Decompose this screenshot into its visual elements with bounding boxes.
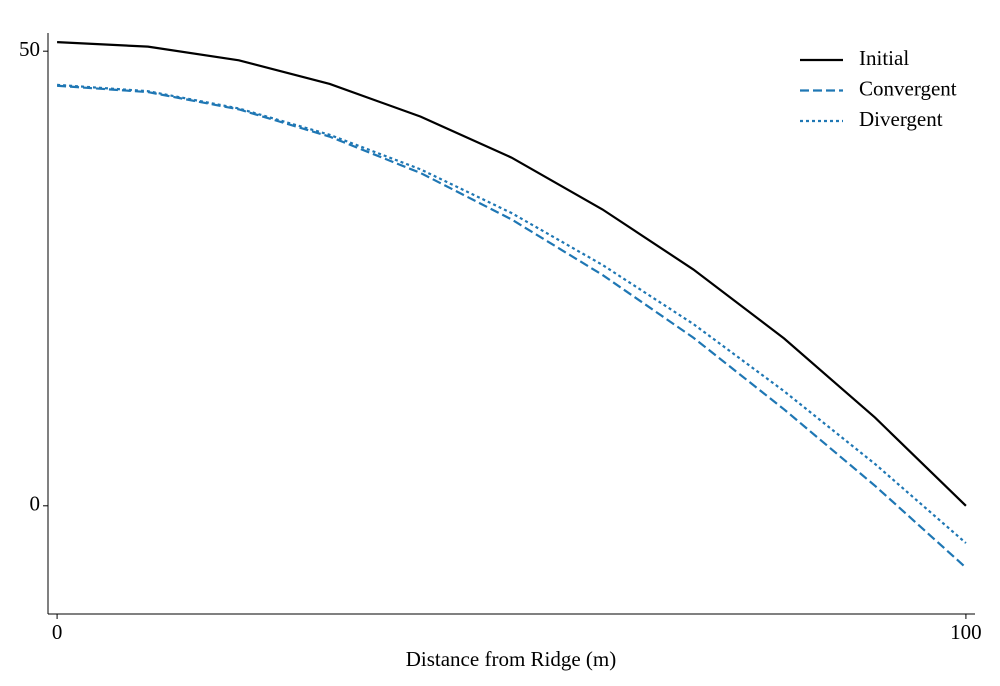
data-line [57,83,967,544]
data-line [57,84,967,569]
legend-label: Initial [859,46,909,70]
x-tick-label: 100 [950,620,982,644]
x-tick-label: 0 [52,620,63,644]
y-tick-label: 50 [19,37,40,61]
y-tick-label: 0 [30,492,41,516]
data-line [57,40,967,507]
x-axis-label: Distance from Ridge (m) [406,647,617,671]
legend-label: Convergent [859,76,957,100]
legend-label: Divergent [859,107,943,131]
